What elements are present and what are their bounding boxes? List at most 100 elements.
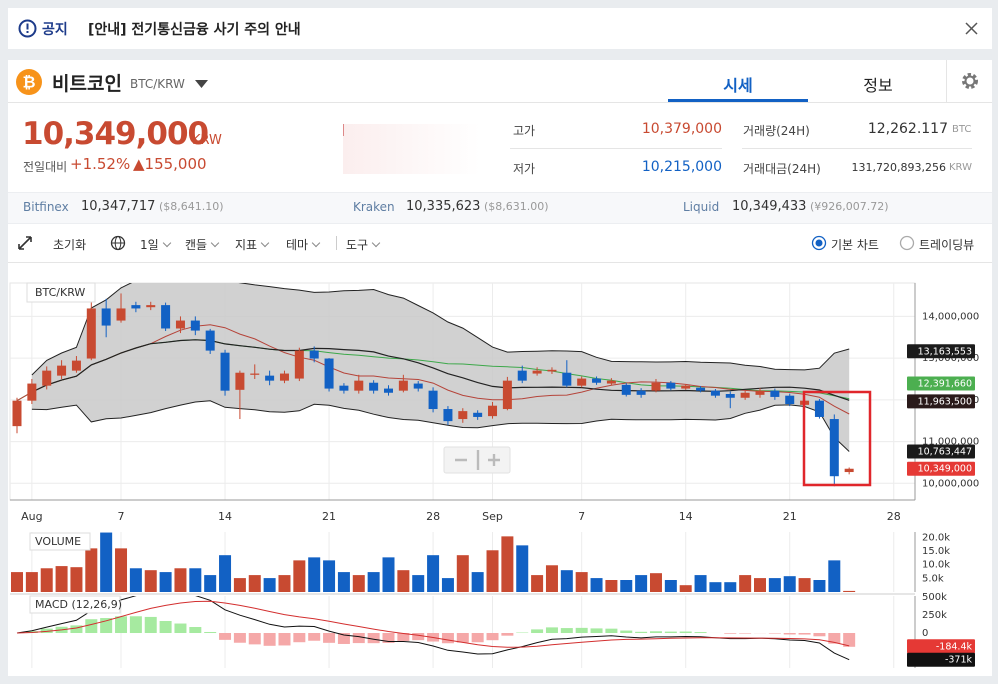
price-tag-label: -371k — [945, 655, 973, 666]
volume-bar — [768, 578, 781, 592]
y-tick-label: 11,000,000 — [922, 437, 979, 448]
candle-body — [770, 390, 780, 397]
price-tag-label: -184.4k — [936, 641, 973, 652]
volume-bar — [100, 532, 113, 592]
candle-body — [205, 330, 215, 351]
volume-bar — [828, 560, 841, 592]
macd-histogram — [679, 631, 692, 634]
candle-body — [161, 305, 171, 329]
volume-bar — [501, 536, 514, 592]
y-tick-label: 15.0k — [922, 546, 950, 557]
exchange-price: 10,335,623 — [406, 199, 481, 214]
volume-bar — [441, 578, 454, 592]
x-tick-label: 21 — [783, 510, 797, 523]
macd-histogram — [620, 630, 633, 634]
macd-histogram — [100, 618, 113, 634]
macd-histogram — [441, 633, 454, 644]
radio-selected[interactable] — [811, 235, 827, 251]
chart-mode[interactable]: 트레이딩뷰 — [919, 238, 975, 252]
candle-body — [710, 390, 720, 396]
macd-histogram — [501, 633, 514, 636]
volume-bar — [337, 572, 350, 592]
settings-icon[interactable] — [961, 72, 979, 90]
volume-bar — [129, 568, 142, 592]
candle-body — [131, 305, 141, 309]
tab[interactable]: 정보 — [863, 76, 893, 95]
fullscreen-icon[interactable] — [18, 236, 32, 250]
label-box — [26, 282, 96, 303]
candle-body — [740, 392, 750, 398]
candle-body — [309, 350, 319, 359]
stat-unit: KRW — [949, 162, 972, 173]
toolbar-item[interactable]: 도구 — [346, 236, 381, 253]
exchange-price: 10,347,717 — [81, 199, 156, 214]
coin-symbol: BTC/KRW — [130, 77, 185, 91]
x-tick-label: 14 — [679, 510, 693, 523]
reset-button[interactable]: 초기화 — [53, 238, 87, 252]
toolbar-item[interactable]: 지표 — [235, 236, 270, 253]
toolbar-item[interactable]: 캔들 — [185, 236, 220, 253]
notice-text[interactable]: [안내] 전기통신금융 사기 주의 안내 — [88, 22, 301, 38]
chart-mode[interactable]: 기본 차트 — [831, 238, 879, 252]
radio[interactable] — [899, 235, 915, 251]
candle-body — [101, 308, 111, 326]
candle-body — [606, 380, 616, 384]
volume-bar — [456, 555, 469, 592]
macd-histogram — [367, 633, 380, 644]
candle-body — [725, 394, 735, 398]
candle-body — [488, 405, 498, 417]
close-button[interactable] — [965, 22, 978, 35]
globe-icon[interactable] — [110, 235, 126, 251]
toolbar-item[interactable]: 1일 — [140, 236, 171, 253]
macd-histogram — [189, 627, 202, 634]
toolbar-label: 캔들 — [185, 238, 208, 252]
notice-bar: 공지 [안내] 전기통신금융 사기 주의 안내 — [8, 8, 992, 49]
toolbar-label: 지표 — [235, 238, 258, 252]
candle-body — [27, 383, 37, 401]
volume-bar — [308, 557, 321, 592]
candle-body — [71, 360, 81, 371]
candle-body — [354, 380, 364, 391]
stat-value: 12,262.117 — [867, 121, 948, 137]
candle-body — [294, 350, 304, 379]
svg-text:₿: ₿ — [22, 73, 35, 92]
candle-body — [369, 382, 379, 391]
macd-histogram — [798, 633, 811, 635]
volume-bar — [204, 575, 217, 592]
chart-label: BTC/KRW — [35, 286, 85, 299]
candle-body — [42, 370, 52, 386]
panel-label: VOLUME — [35, 535, 81, 548]
macd-histogram — [308, 633, 321, 641]
candle-body — [57, 365, 67, 376]
macd-histogram — [204, 631, 217, 634]
coin-name: 비트코인 — [52, 73, 122, 95]
volume-bar — [694, 575, 707, 592]
divider — [510, 148, 722, 149]
volume-bar — [382, 557, 395, 592]
macd-histogram — [323, 633, 336, 643]
macd-histogram — [545, 627, 558, 634]
candle-body — [12, 400, 22, 427]
macd-histogram — [828, 633, 841, 644]
candle-body — [398, 380, 408, 391]
coin-icon: ₿ — [16, 69, 42, 95]
candle-body — [651, 382, 661, 391]
candle-body — [844, 468, 854, 473]
coin-dropdown[interactable] — [195, 80, 208, 88]
toolbar-item[interactable]: 테마 — [286, 236, 321, 253]
macd-histogram — [382, 633, 395, 643]
toolbar-label: 도구 — [346, 238, 369, 252]
signal-line — [16, 600, 850, 648]
volume-bar — [219, 555, 232, 592]
tab-active[interactable]: 시세 — [723, 76, 753, 95]
notice-icon — [18, 19, 37, 38]
candle-body — [220, 352, 230, 391]
volume-bar — [575, 572, 588, 592]
exchange-bar — [8, 192, 992, 224]
volume-bar — [412, 575, 425, 592]
candle-body — [190, 320, 200, 331]
x-tick-label: 28 — [887, 510, 901, 523]
label-box — [29, 532, 91, 551]
divider — [336, 236, 337, 250]
